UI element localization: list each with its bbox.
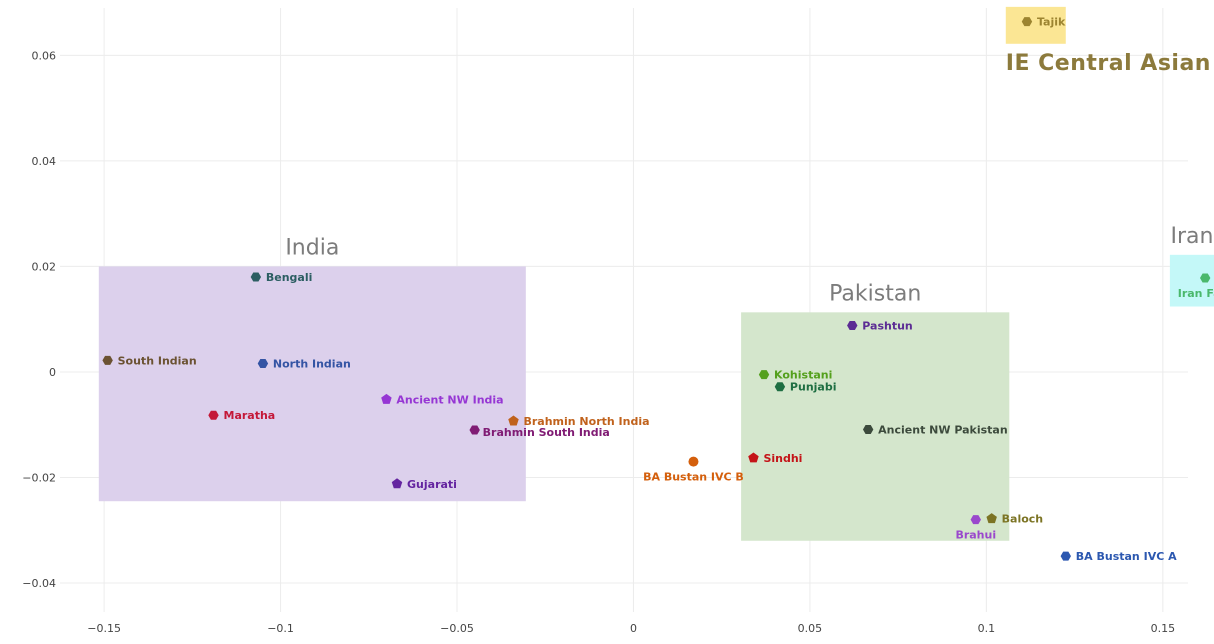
y-tick-label: 0 <box>49 366 56 379</box>
point-label-iran-fars: Iran Fars <box>1178 287 1214 300</box>
point-label-south-indian: South Indian <box>118 354 197 367</box>
point-label-tajik: Tajik <box>1037 16 1066 29</box>
region-boxes <box>98 6 1214 541</box>
x-tick-label: −0.15 <box>87 622 121 635</box>
point-label-gujarati: Gujarati <box>407 478 457 491</box>
region-label-iran: Iran <box>1170 224 1213 249</box>
point-label-ancient-nw-india: Ancient NW India <box>396 393 503 406</box>
region-box-pakistan <box>741 312 1010 541</box>
data-points <box>102 17 1211 561</box>
point-label-baloch: Baloch <box>1002 513 1044 526</box>
region-box-india <box>98 266 526 502</box>
point-ancient-nw-india <box>381 393 392 404</box>
point-labels: Bengali South Indian North Indian Maratha An… <box>118 16 1214 563</box>
x-tick-label: 0.05 <box>798 622 823 635</box>
point-punjabi <box>774 382 786 392</box>
point-label-maratha: Maratha <box>224 409 276 422</box>
point-tajik <box>1021 17 1033 27</box>
point-label-ba-bustan-ivc-b: BA Bustan IVC B <box>643 471 744 484</box>
region-label-pakistan: Pakistan <box>829 281 921 306</box>
x-tick-label: −0.1 <box>267 622 294 635</box>
point-ancient-nw-pakistan <box>862 424 874 434</box>
point-label-pashtun: Pashtun <box>862 320 913 333</box>
point-south-indian <box>102 355 113 365</box>
point-maratha <box>208 410 219 420</box>
point-kohistani <box>758 370 770 380</box>
point-ba-bustan-ivc-a <box>1060 551 1071 561</box>
region-box-ie-central-asian <box>1005 6 1066 44</box>
point-gujarati <box>391 478 403 489</box>
y-tick-label: −0.02 <box>22 471 56 484</box>
point-sindhi <box>748 452 759 463</box>
point-label-sindhi: Sindhi <box>763 452 802 465</box>
axis-ticks: −0.15 −0.1 −0.05 0 0.05 0.1 0.15 0.06 0.04 0.02 0 −… <box>22 49 1175 635</box>
point-iran-fars <box>1199 273 1211 283</box>
point-label-punjabi: Punjabi <box>790 381 837 394</box>
point-label-ancient-nw-pakistan: Ancient NW Pakistan <box>878 423 1008 436</box>
point-label-brahmin-south-india: Brahmin South India <box>483 426 610 439</box>
point-baloch <box>986 513 997 524</box>
x-tick-label: −0.05 <box>440 622 474 635</box>
point-label-kohistani: Kohistani <box>774 369 832 382</box>
y-tick-label: −0.04 <box>22 577 56 590</box>
region-labels: India Pakistan IE Central Asian Iran <box>285 51 1213 307</box>
y-tick-label: 0.06 <box>32 49 57 62</box>
x-tick-label: 0.15 <box>1151 622 1176 635</box>
point-label-brahui: Brahui <box>955 529 996 542</box>
region-label-ie-central-asian: IE Central Asian <box>1006 51 1211 76</box>
point-brahmin-south-india <box>469 425 480 435</box>
point-label-bengali: Bengali <box>266 271 313 284</box>
point-brahui <box>970 515 981 525</box>
point-brahmin-north-india <box>508 415 519 426</box>
y-tick-label: 0.02 <box>32 260 57 273</box>
point-north-indian <box>257 359 269 369</box>
point-label-ba-bustan-ivc-a: BA Bustan IVC A <box>1076 550 1177 563</box>
x-tick-label: 0.1 <box>978 622 996 635</box>
point-ba-bustan-ivc-b <box>688 456 699 467</box>
x-tick-label: 0 <box>630 622 637 635</box>
region-label-india: India <box>285 235 339 260</box>
point-pashtun <box>847 321 858 331</box>
point-bengali <box>250 272 262 282</box>
point-label-north-indian: North Indian <box>273 358 351 371</box>
point-label-brahmin-north-india: Brahmin North India <box>523 415 649 428</box>
y-tick-label: 0.04 <box>32 155 57 168</box>
